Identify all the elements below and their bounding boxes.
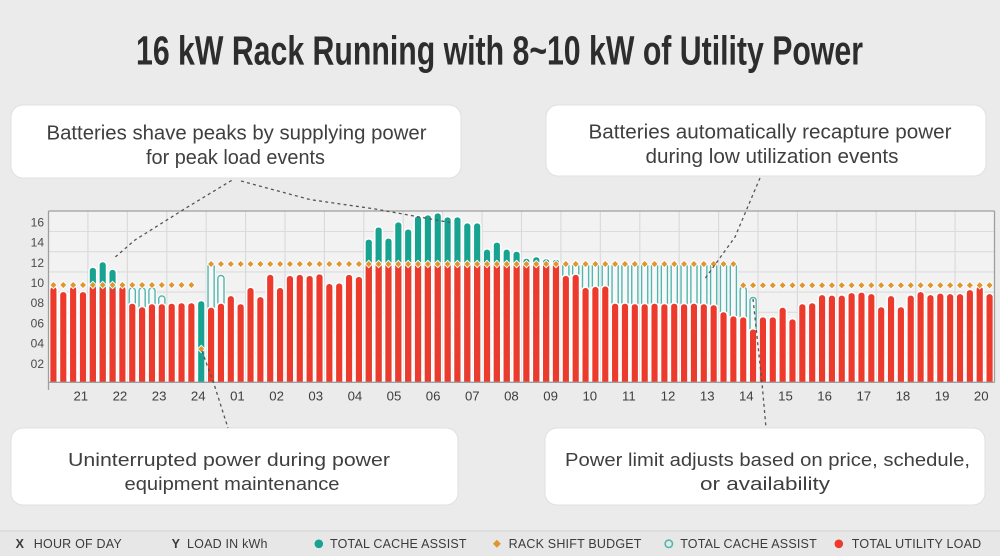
svg-text:14: 14 [31,236,45,250]
svg-text:22: 22 [113,389,128,404]
svg-text:15: 15 [778,389,793,404]
svg-text:05: 05 [387,389,402,404]
svg-text:18: 18 [896,389,911,404]
svg-text:13: 13 [700,389,715,404]
svg-text:04: 04 [31,337,45,351]
svg-text:HOUR OF DAY: HOUR OF DAY [34,537,123,551]
svg-text:for peak load events: for peak load events [146,146,325,169]
svg-text:19: 19 [935,389,950,404]
svg-text:08: 08 [504,389,519,404]
svg-text:LOAD IN kWh: LOAD IN kWh [187,537,268,551]
svg-text:24: 24 [191,389,206,404]
svg-text:21: 21 [73,389,88,404]
svg-text:10: 10 [31,276,45,290]
svg-text:09: 09 [543,389,558,404]
svg-text:08: 08 [31,296,45,310]
svg-text:06: 06 [31,316,45,330]
svg-text:TOTAL UTILITY LOAD: TOTAL UTILITY LOAD [852,537,982,551]
svg-text:02: 02 [31,357,45,371]
svg-text:TOTAL CACHE ASSIST: TOTAL CACHE ASSIST [330,537,467,551]
svg-text:Y: Y [172,537,181,551]
svg-text:07: 07 [465,389,480,404]
svg-text:20: 20 [974,389,989,404]
svg-text:12: 12 [661,389,676,404]
svg-text:16: 16 [31,215,45,229]
svg-text:RACK SHIFT BUDGET: RACK SHIFT BUDGET [509,537,642,551]
svg-text:03: 03 [308,389,323,404]
svg-text:Power limit adjusts based on p: Power limit adjusts based on price, sche… [565,449,970,470]
svg-text:04: 04 [348,389,363,404]
svg-text:11: 11 [622,389,636,404]
svg-text:01: 01 [230,389,245,404]
svg-text:during low utilization events: during low utilization events [646,145,899,168]
svg-text:equipment maintenance: equipment maintenance [125,473,340,494]
svg-text:10: 10 [582,389,597,404]
svg-text:16 kW Rack Running with 8~10 k: 16 kW Rack Running with 8~10 kW of Utili… [136,28,863,74]
svg-text:06: 06 [426,389,441,404]
svg-text:16: 16 [817,389,832,404]
svg-text:TOTAL CACHE ASSIST: TOTAL CACHE ASSIST [680,537,817,551]
svg-text:02: 02 [269,389,284,404]
svg-text:12: 12 [31,256,45,270]
svg-text:Uninterrupted power during pow: Uninterrupted power during power [68,449,390,470]
svg-text:X: X [16,537,25,551]
svg-text:Batteries automatically recapt: Batteries automatically recapture power [589,121,952,144]
svg-text:14: 14 [739,389,754,404]
svg-text:or availability: or availability [700,473,831,494]
svg-text:Batteries shave peaks by suppl: Batteries shave peaks by supplying power [47,122,427,145]
svg-text:17: 17 [856,389,871,404]
svg-text:23: 23 [152,389,167,404]
